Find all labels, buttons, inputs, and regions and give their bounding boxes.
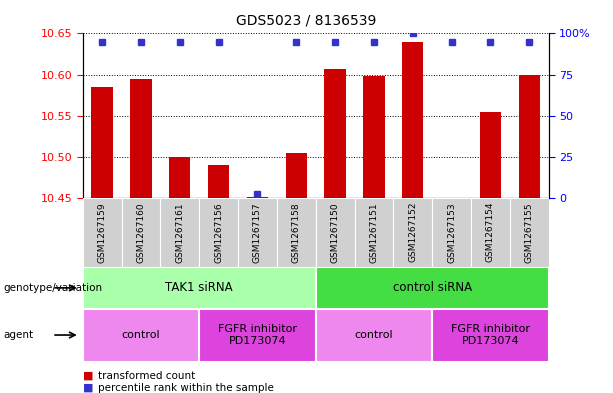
Text: GSM1267156: GSM1267156 — [214, 202, 223, 263]
Bar — [277, 198, 316, 267]
Text: agent: agent — [3, 330, 33, 340]
Bar — [83, 267, 316, 309]
Text: ■: ■ — [83, 371, 93, 381]
Bar — [83, 309, 199, 362]
Text: GSM1267161: GSM1267161 — [175, 202, 185, 263]
Bar — [316, 267, 549, 309]
Text: GSM1267152: GSM1267152 — [408, 202, 417, 263]
Text: GSM1267150: GSM1267150 — [330, 202, 340, 263]
Text: genotype/variation: genotype/variation — [3, 283, 102, 293]
Text: TAK1 siRNA: TAK1 siRNA — [166, 281, 233, 294]
Bar — [91, 87, 113, 198]
Bar — [286, 153, 307, 198]
Bar — [471, 198, 510, 267]
Bar — [83, 198, 121, 267]
Text: transformed count: transformed count — [98, 371, 196, 381]
Text: GSM1267153: GSM1267153 — [447, 202, 456, 263]
Text: GSM1267158: GSM1267158 — [292, 202, 301, 263]
Text: FGFR inhibitor
PD173074: FGFR inhibitor PD173074 — [218, 324, 297, 346]
Bar — [510, 198, 549, 267]
Text: GSM1267151: GSM1267151 — [370, 202, 378, 263]
Bar — [199, 198, 238, 267]
Bar — [131, 79, 151, 198]
Text: GSM1267157: GSM1267157 — [253, 202, 262, 263]
Bar — [316, 198, 354, 267]
Text: GSM1267154: GSM1267154 — [486, 202, 495, 263]
Bar — [432, 309, 549, 362]
Text: GSM1267160: GSM1267160 — [137, 202, 145, 263]
Text: GSM1267159: GSM1267159 — [97, 202, 107, 263]
Bar — [324, 69, 346, 198]
Bar — [394, 198, 432, 267]
Bar — [238, 198, 277, 267]
Text: percentile rank within the sample: percentile rank within the sample — [98, 383, 274, 393]
Bar — [432, 198, 471, 267]
Text: GSM1267155: GSM1267155 — [525, 202, 534, 263]
Bar — [247, 197, 268, 198]
Bar — [519, 75, 540, 198]
Bar — [480, 112, 501, 198]
Bar — [354, 198, 394, 267]
Bar — [121, 198, 161, 267]
Bar — [161, 198, 199, 267]
Text: control: control — [354, 330, 394, 340]
Bar — [199, 309, 316, 362]
Bar — [316, 309, 432, 362]
Bar — [364, 76, 384, 198]
Text: control siRNA: control siRNA — [392, 281, 472, 294]
Text: GDS5023 / 8136539: GDS5023 / 8136539 — [237, 14, 376, 28]
Bar — [208, 165, 229, 198]
Text: control: control — [121, 330, 161, 340]
Text: FGFR inhibitor
PD173074: FGFR inhibitor PD173074 — [451, 324, 530, 346]
Bar — [402, 42, 424, 198]
Text: ■: ■ — [83, 383, 93, 393]
Bar — [169, 157, 191, 198]
